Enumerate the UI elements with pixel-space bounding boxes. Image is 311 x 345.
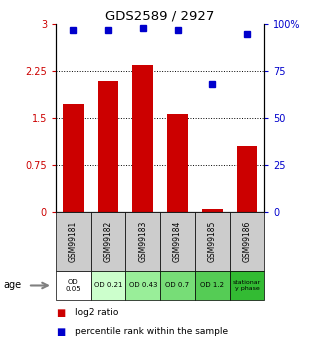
Text: OD 1.2: OD 1.2 [200,283,224,288]
Bar [125,212,160,271]
Text: GSM99182: GSM99182 [104,221,113,262]
Text: log2 ratio: log2 ratio [75,308,118,317]
Bar [195,212,230,271]
Bar [230,212,264,271]
Bar [56,271,91,300]
Text: ■: ■ [56,327,65,336]
Text: OD
0.05: OD 0.05 [66,279,81,292]
Bar [167,114,188,212]
Text: GSM99181: GSM99181 [69,221,78,262]
Bar [160,271,195,300]
Bar [195,271,230,300]
Text: GSM99186: GSM99186 [243,221,252,262]
Bar [202,209,223,212]
Text: percentile rank within the sample: percentile rank within the sample [75,327,228,336]
Text: GSM99185: GSM99185 [208,221,217,262]
Bar [63,105,84,212]
Text: OD 0.43: OD 0.43 [128,283,157,288]
Bar [132,65,153,212]
Text: age: age [3,280,21,290]
Bar [160,212,195,271]
Text: GSM99184: GSM99184 [173,221,182,262]
Bar [98,80,118,212]
Bar [230,271,264,300]
Text: stationar
y phase: stationar y phase [233,280,261,291]
Bar [125,271,160,300]
Text: OD 0.21: OD 0.21 [94,283,122,288]
Bar [56,212,91,271]
Bar [91,212,125,271]
Text: GSM99183: GSM99183 [138,221,147,262]
Bar [237,146,258,212]
Text: ■: ■ [56,308,65,318]
Bar [91,271,125,300]
Title: GDS2589 / 2927: GDS2589 / 2927 [105,10,215,23]
Text: OD 0.7: OD 0.7 [165,283,190,288]
